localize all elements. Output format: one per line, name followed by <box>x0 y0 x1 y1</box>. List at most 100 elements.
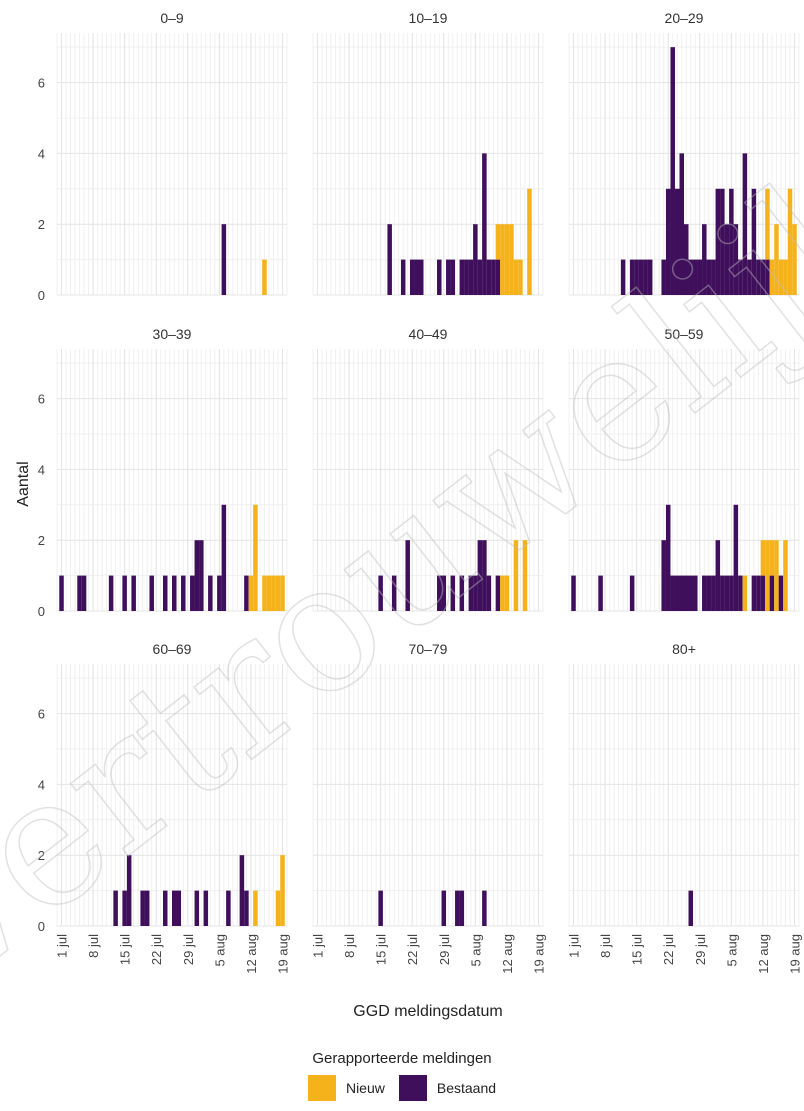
bar-bestaand <box>679 153 684 295</box>
bar-bestaand <box>387 224 392 295</box>
bar-bestaand <box>725 576 730 611</box>
bar-bestaand <box>675 189 680 295</box>
bar-bestaand <box>496 260 501 295</box>
panel-background <box>313 664 543 926</box>
bar-bestaand <box>738 576 743 611</box>
y-tick-label: 2 <box>38 217 45 232</box>
bar-bestaand <box>82 576 87 611</box>
bar-bestaand <box>679 576 684 611</box>
bar-bestaand <box>661 540 666 611</box>
bar-bestaand <box>181 576 186 611</box>
bar-bestaand <box>140 891 145 926</box>
bar-nieuw <box>770 260 775 295</box>
bar-bestaand <box>451 576 456 611</box>
bar-bestaand <box>496 576 501 611</box>
bar-bestaand <box>738 260 743 295</box>
legend-swatch-nieuw <box>308 1075 336 1101</box>
y-tick-label: 6 <box>38 392 45 407</box>
bar-bestaand <box>756 576 761 611</box>
bar-nieuw <box>500 576 505 611</box>
bar-bestaand <box>666 505 671 611</box>
bar-nieuw <box>761 540 766 575</box>
bar-bestaand <box>716 189 721 295</box>
bar-bestaand <box>455 891 460 926</box>
x-tick-label: 15 jul <box>630 934 645 965</box>
bar-bestaand <box>630 260 635 295</box>
bar-bestaand <box>199 540 204 611</box>
x-tick-label: 8 jul <box>86 934 101 958</box>
bar-nieuw <box>505 576 510 611</box>
legend: Gerapporteerde meldingen Nieuw Bestaand <box>0 1050 804 1101</box>
bar-bestaand <box>747 260 752 295</box>
bar-nieuw <box>518 260 523 295</box>
bar-nieuw <box>505 224 510 295</box>
bar-bestaand <box>131 576 136 611</box>
facet-label: 0–9 <box>160 10 184 26</box>
y-tick-label: 0 <box>38 604 45 619</box>
bar-bestaand <box>648 260 653 295</box>
bar-bestaand <box>482 540 487 611</box>
bar-bestaand <box>217 576 222 611</box>
bar-bestaand <box>756 260 761 295</box>
bar-bestaand <box>392 576 397 611</box>
bar-nieuw <box>500 224 505 295</box>
facet-label: 50–59 <box>665 326 704 342</box>
x-tick-label: 22 jul <box>661 934 676 965</box>
y-tick-label: 4 <box>38 462 45 477</box>
x-tick-label: 12 aug <box>500 934 515 974</box>
bar-bestaand <box>639 260 644 295</box>
bar-bestaand <box>222 224 227 295</box>
facet-label: 10–19 <box>409 10 448 26</box>
bar-bestaand <box>163 891 168 926</box>
legend-label-nieuw: Nieuw <box>346 1080 385 1096</box>
bar-bestaand <box>670 47 675 295</box>
panel-8: 70–79 1 jul 8 jul 15 jul 22 jul 29 jul 5 aug 12… <box>311 641 547 974</box>
bar-bestaand <box>460 891 465 926</box>
bar-bestaand <box>693 576 698 611</box>
bar-bestaand <box>414 260 419 295</box>
bar-bestaand <box>491 260 496 295</box>
bar-nieuw <box>514 540 519 611</box>
y-tick-label: 4 <box>38 146 45 161</box>
facet-label: 40–49 <box>409 326 448 342</box>
bar-bestaand <box>752 189 757 295</box>
bar-bestaand <box>177 891 182 926</box>
facet-label: 20–29 <box>665 10 704 26</box>
legend-items: Nieuw Bestaand <box>0 1075 804 1101</box>
bar-bestaand <box>743 153 748 295</box>
bar-bestaand <box>172 891 177 926</box>
bar-nieuw <box>262 576 267 611</box>
x-tick-label: 1 jul <box>55 934 70 958</box>
x-tick-label: 12 aug <box>244 934 259 974</box>
x-tick-label: 15 jul <box>118 934 133 965</box>
bar-bestaand <box>630 576 635 611</box>
bar-bestaand <box>689 260 694 295</box>
bar-bestaand <box>478 260 483 295</box>
bar-bestaand <box>720 189 725 295</box>
bar-bestaand <box>473 576 478 611</box>
bar-bestaand <box>621 260 626 295</box>
bar-bestaand <box>478 540 483 611</box>
bar-bestaand <box>405 540 410 611</box>
bar-nieuw <box>253 505 258 611</box>
bar-nieuw <box>765 189 770 260</box>
legend-title: Gerapporteerde meldingen <box>0 1050 804 1067</box>
bar-nieuw <box>770 540 775 575</box>
bar-bestaand <box>666 189 671 295</box>
bar-bestaand <box>244 576 249 611</box>
bar-bestaand <box>222 505 227 611</box>
bar-bestaand <box>204 891 209 926</box>
bar-bestaand <box>693 260 698 295</box>
bar-bestaand <box>734 505 739 611</box>
bar-bestaand <box>689 576 694 611</box>
bar-bestaand <box>460 260 465 295</box>
x-tick-label: 29 jul <box>181 934 196 965</box>
bar-nieuw <box>496 224 501 259</box>
panel-9: 80+ 1 jul 8 jul 15 jul 22 jul 29 jul 5 aug 12 a… <box>567 641 803 974</box>
y-tick-label: 2 <box>38 848 45 863</box>
panel-background <box>57 349 287 611</box>
legend-item-bestaand: Bestaand <box>399 1075 496 1101</box>
bar-bestaand <box>190 576 195 611</box>
bar-bestaand <box>127 855 132 926</box>
